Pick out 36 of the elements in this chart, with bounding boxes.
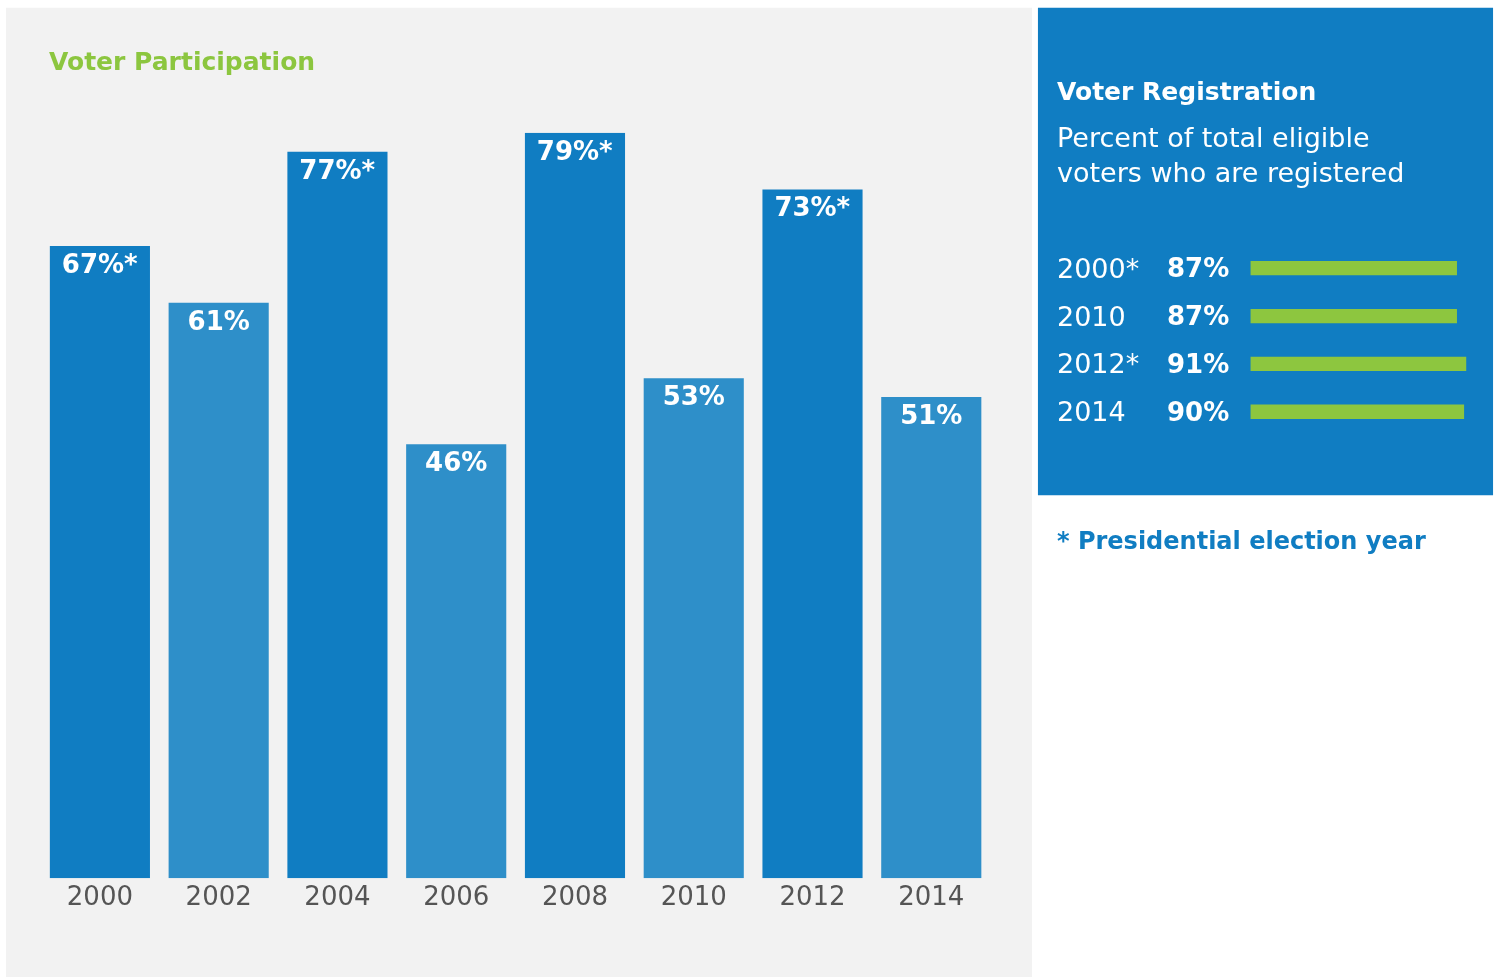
x-tick-label: 2000 [66, 881, 133, 912]
x-tick-label: 2004 [304, 881, 371, 912]
data-label: 73%* [774, 192, 851, 223]
bar [168, 302, 269, 879]
x-tick-label: 2008 [541, 881, 609, 912]
bar [49, 246, 150, 879]
bar [524, 132, 626, 879]
data-label: 79%* [536, 135, 614, 166]
bar [762, 189, 863, 879]
data-label: 77%* [299, 154, 376, 185]
x-tick-label: 2002 [185, 881, 252, 912]
x-tick-label: 2014 [898, 881, 965, 912]
data-label: 90% [1167, 397, 1230, 427]
chart-subtitle: Percent of total eligible voters who are registered [1057, 122, 1405, 189]
x-tick-label: 2006 [423, 881, 490, 912]
text: * Presidential election year [1057, 527, 1426, 555]
y-tick-label: 2000* [1057, 253, 1140, 284]
bar [287, 151, 388, 879]
y-tick-label: 2012* [1057, 348, 1140, 379]
data-label: 91% [1167, 349, 1230, 379]
bar [406, 444, 507, 879]
bar [643, 378, 744, 879]
data-label: 61% [187, 305, 250, 336]
data-label: 46% [425, 447, 488, 478]
bar [881, 397, 982, 879]
data-label: 87% [1167, 253, 1230, 283]
data-label: 53% [662, 381, 725, 412]
x-tick-label: 2010 [660, 881, 727, 912]
x-tick-label: 2012 [779, 881, 846, 912]
data-label: 51% [900, 400, 963, 431]
chart-title: Voter Registration [1057, 77, 1317, 106]
data-label: 87% [1167, 301, 1230, 331]
y-tick-label: 2014 [1057, 396, 1126, 427]
y-tick-label: 2010 [1057, 301, 1126, 332]
data-label: 67%* [61, 249, 139, 280]
chart-title: Voter Participation [49, 47, 316, 76]
